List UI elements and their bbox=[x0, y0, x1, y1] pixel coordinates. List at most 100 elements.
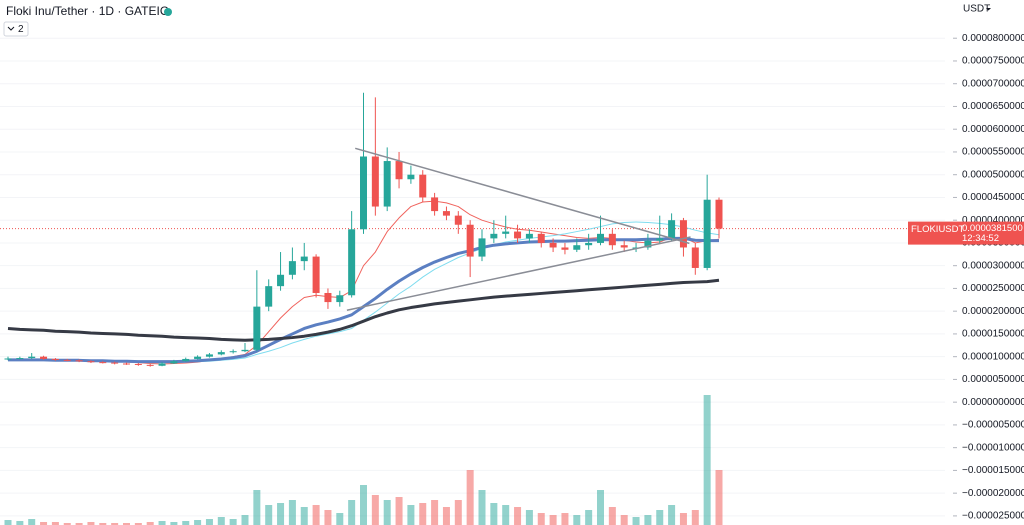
candle-body bbox=[28, 356, 36, 359]
volume-bar bbox=[123, 523, 130, 525]
volume-bar bbox=[75, 523, 83, 525]
volume-bar bbox=[170, 522, 178, 525]
y-tick-label: 0.0000650000 bbox=[962, 101, 1024, 112]
volume-bar bbox=[4, 520, 12, 525]
trend-line bbox=[354, 147, 690, 245]
candle-body bbox=[51, 358, 59, 360]
volume-bar bbox=[679, 513, 687, 525]
candle-body bbox=[644, 240, 652, 248]
candle-body bbox=[229, 351, 237, 353]
candle-body bbox=[146, 364, 154, 366]
candle-body bbox=[265, 286, 273, 307]
volume-bar bbox=[63, 523, 71, 525]
y-tick-label: 0.0000250000 bbox=[962, 283, 1024, 294]
chevron bbox=[7, 26, 15, 31]
volume-bar bbox=[277, 503, 285, 525]
y-tick-label: 0.0000550000 bbox=[962, 147, 1024, 158]
volume-bar bbox=[620, 515, 628, 525]
y-tick-label: −0.0000100000 bbox=[962, 442, 1024, 453]
price-axis: 0.0000800000 0.0000750000 0.0000700000 0.00… bbox=[908, 33, 1024, 522]
last-price-label: 0.0000381500 bbox=[962, 223, 1023, 234]
y-tick-label: 0.0000750000 bbox=[962, 56, 1024, 67]
volume-bar bbox=[51, 522, 59, 525]
volume-bar bbox=[241, 515, 249, 525]
candle-body bbox=[87, 361, 95, 363]
candle-body bbox=[16, 358, 24, 360]
candle-body bbox=[348, 229, 356, 296]
volume-bar bbox=[360, 485, 367, 525]
y-tick-label: −0.0000150000 bbox=[962, 465, 1024, 476]
currency[interactable]: USDT bbox=[963, 4, 990, 15]
volume-bar bbox=[194, 520, 202, 525]
volume-bar bbox=[537, 513, 545, 525]
candle-body bbox=[277, 274, 285, 287]
volume-bar bbox=[573, 515, 581, 525]
volume-bar bbox=[656, 510, 664, 525]
volume-bar bbox=[691, 510, 699, 525]
volume-bar bbox=[502, 505, 510, 525]
volume-bar bbox=[336, 513, 344, 525]
candle-body bbox=[537, 233, 545, 243]
candle-body bbox=[502, 231, 510, 234]
volume-pane bbox=[4, 395, 723, 525]
y-tick-label: 0.0000500000 bbox=[962, 169, 1024, 180]
candle-body bbox=[312, 256, 320, 293]
candle-body bbox=[360, 156, 367, 230]
indicators-toggle[interactable] bbox=[3, 21, 29, 37]
candle-body bbox=[75, 360, 83, 362]
y-tick-label: 0.0000700000 bbox=[962, 78, 1024, 89]
candle-body bbox=[40, 356, 48, 359]
volume-bar bbox=[419, 503, 427, 525]
candle-body bbox=[608, 233, 616, 246]
volume-bar bbox=[312, 505, 320, 525]
candle-body bbox=[442, 211, 450, 216]
candle-body bbox=[205, 354, 213, 357]
volume-bar bbox=[324, 510, 332, 525]
volume-bar bbox=[514, 507, 522, 525]
volume-bar bbox=[466, 470, 474, 525]
volume-bar bbox=[16, 521, 24, 525]
volume-bar bbox=[99, 523, 107, 525]
volume-bar bbox=[454, 500, 462, 525]
candle-body bbox=[525, 233, 533, 239]
volume-bar bbox=[668, 505, 676, 525]
candle-body bbox=[407, 174, 415, 180]
candle-body bbox=[300, 256, 308, 262]
volume-bar bbox=[253, 490, 261, 525]
volume-bar bbox=[146, 522, 154, 525]
grid bbox=[0, 37, 945, 517]
price-tag bbox=[908, 221, 1024, 245]
y-tick-label: 0.0000300000 bbox=[962, 260, 1024, 271]
candle-body bbox=[691, 247, 699, 268]
volume-bar bbox=[561, 513, 569, 525]
candle-body bbox=[182, 358, 190, 362]
countdown: 12:34:52 bbox=[962, 233, 999, 244]
candle-body bbox=[371, 156, 379, 207]
candle-body bbox=[620, 245, 628, 248]
volume-bar bbox=[265, 505, 273, 525]
volume-bar bbox=[632, 517, 640, 525]
volume-bar bbox=[549, 515, 557, 525]
volume-bar bbox=[585, 510, 593, 525]
symbol-label: FLOKIUSDT bbox=[911, 224, 965, 235]
volume-bar bbox=[205, 519, 213, 525]
candle-body bbox=[478, 238, 486, 257]
candle-body bbox=[668, 220, 676, 239]
y-tick-label: 0.0000600000 bbox=[962, 124, 1024, 135]
volume-bar bbox=[431, 500, 439, 525]
candle-body bbox=[454, 215, 462, 225]
candle-body bbox=[4, 358, 12, 360]
candle-body bbox=[597, 233, 604, 243]
candle-body bbox=[253, 306, 261, 350]
volume-bar bbox=[217, 517, 225, 525]
y-tick-label: 0.0000150000 bbox=[962, 329, 1024, 340]
volume-bar bbox=[182, 521, 190, 525]
candle-body bbox=[123, 363, 130, 365]
candle-body bbox=[703, 199, 711, 268]
candle-body bbox=[217, 352, 225, 355]
candle-body bbox=[419, 174, 427, 198]
candle-body bbox=[466, 224, 474, 257]
volume-bar bbox=[383, 500, 391, 525]
